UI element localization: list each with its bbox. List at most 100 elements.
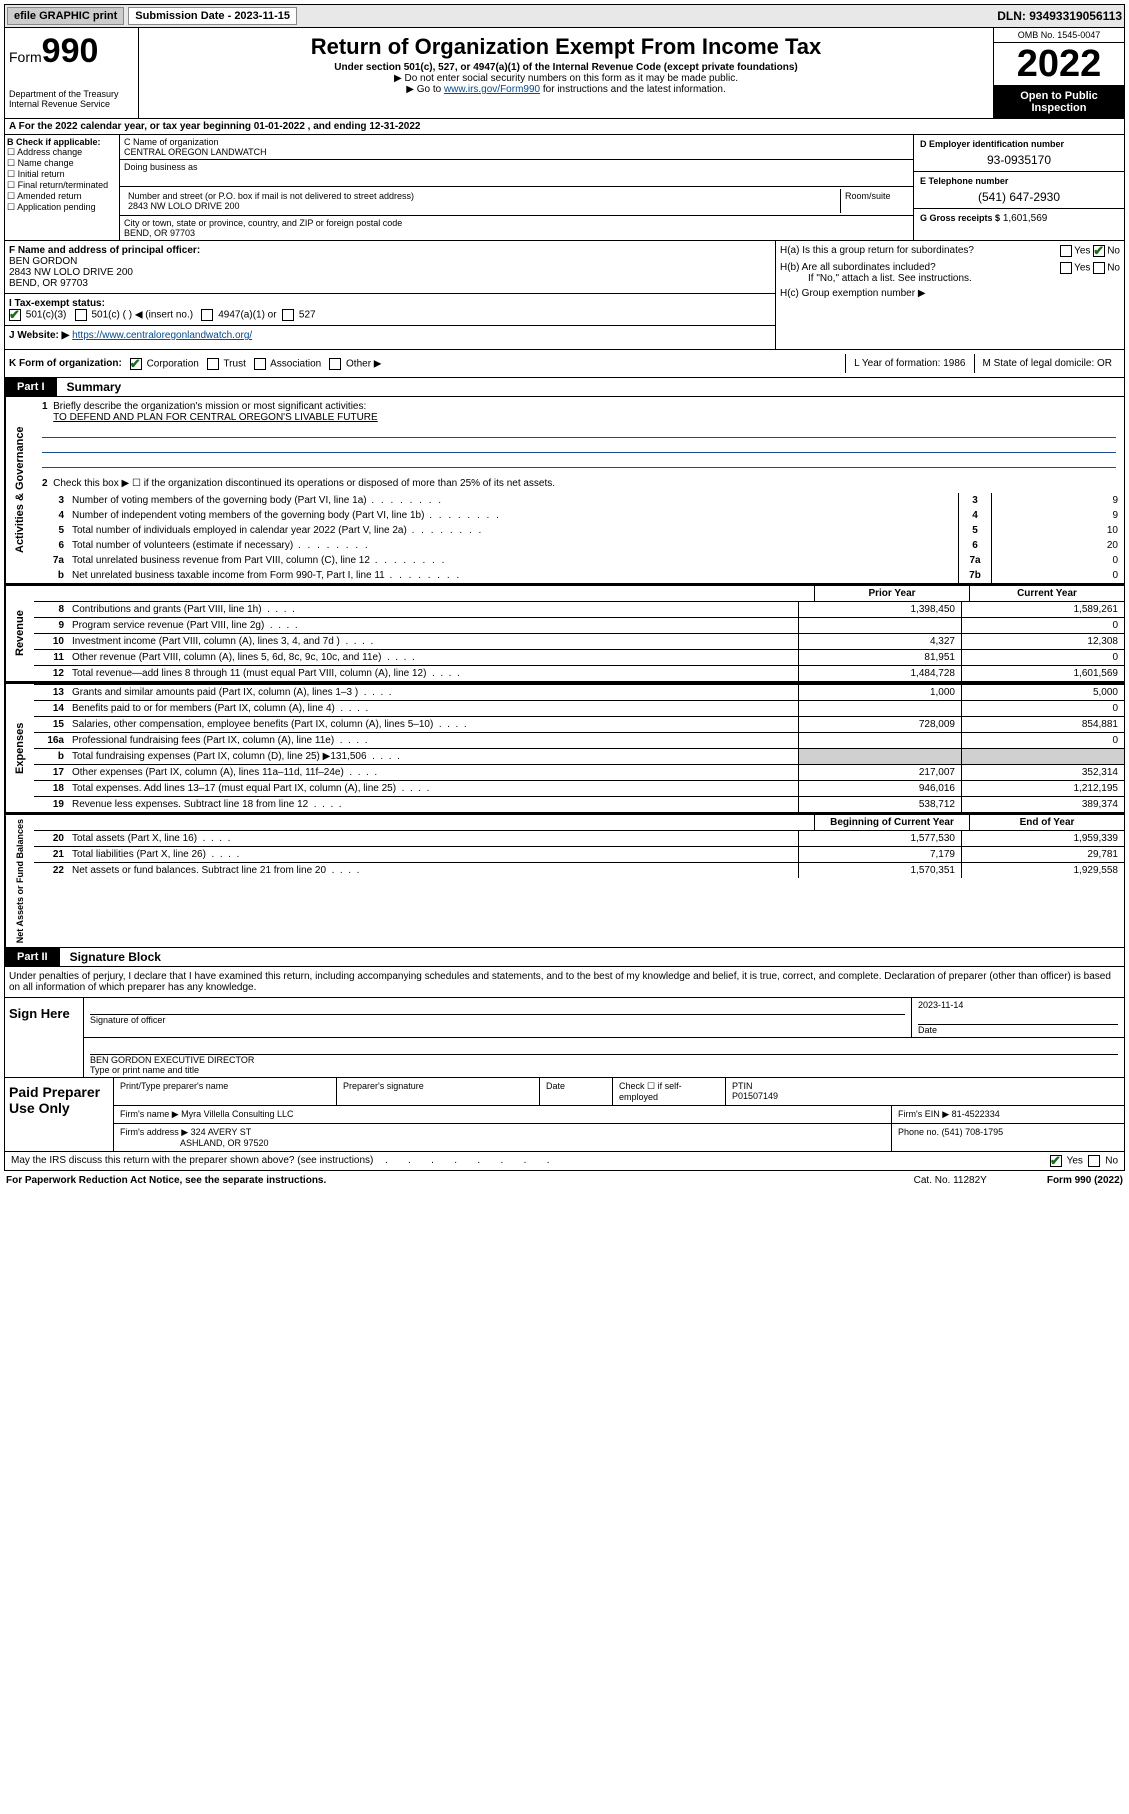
- firm-addr-cell: Firm's address ▶ 324 AVERY ST ASHLAND, O…: [114, 1124, 892, 1151]
- cb-name-change[interactable]: ☐ Name change: [7, 158, 117, 169]
- cb-amended-return[interactable]: ☐ Amended return: [7, 191, 117, 202]
- table-row: 8Contributions and grants (Part VIII, li…: [34, 601, 1124, 617]
- gross-label: G Gross receipts $: [920, 213, 1000, 223]
- tax-exempt-label: I Tax-exempt status:: [9, 298, 105, 309]
- vlabel-net-assets: Net Assets or Fund Balances: [5, 815, 34, 947]
- preparer-name-hdr: Print/Type preparer's name: [114, 1078, 337, 1105]
- signature-block: Sign Here Signature of officer 2023-11-1…: [4, 998, 1125, 1078]
- col-c: C Name of organization CENTRAL OREGON LA…: [120, 135, 913, 240]
- cb-application-pending[interactable]: ☐ Application pending: [7, 202, 117, 213]
- irs-link[interactable]: www.irs.gov/Form990: [444, 84, 540, 95]
- row-k: K Form of organization: Corporation Trus…: [4, 350, 1125, 378]
- mission-label: Briefly describe the organization's miss…: [53, 401, 366, 412]
- ssn-note: ▶ Do not enter social security numbers o…: [145, 73, 987, 84]
- ptin-cell: PTINP01507149: [726, 1078, 1124, 1105]
- cb-501c[interactable]: [75, 309, 87, 321]
- cb-ha-no[interactable]: [1093, 245, 1105, 257]
- org-name: CENTRAL OREGON LANDWATCH: [124, 147, 909, 157]
- form-title: Return of Organization Exempt From Incom…: [145, 34, 987, 60]
- cat-number: Cat. No. 11282Y: [914, 1175, 987, 1186]
- officer-addr2: BEND, OR 97703: [9, 278, 771, 289]
- officer-name: BEN GORDON: [9, 256, 771, 267]
- cb-association[interactable]: [254, 358, 266, 370]
- omb-number: OMB No. 1545-0047: [994, 28, 1124, 43]
- ptin-value: P01507149: [732, 1091, 778, 1101]
- firm-addr1: 324 AVERY ST: [191, 1127, 252, 1137]
- addr-label: Number and street (or P.O. box if mail i…: [128, 191, 836, 201]
- self-employed-cell: Check ☐ if self-employed: [613, 1078, 726, 1105]
- gov-line: 7aTotal unrelated business revenue from …: [34, 553, 1124, 568]
- gov-line: 4Number of independent voting members of…: [34, 508, 1124, 523]
- footer-row: For Paperwork Reduction Act Notice, see …: [4, 1171, 1125, 1190]
- table-row: 9Program service revenue (Part VIII, lin…: [34, 617, 1124, 633]
- efile-print-button[interactable]: efile GRAPHIC print: [7, 7, 124, 25]
- paperwork-notice: For Paperwork Reduction Act Notice, see …: [6, 1175, 326, 1186]
- preparer-date-hdr: Date: [540, 1078, 613, 1105]
- cb-final-return[interactable]: ☐ Final return/terminated: [7, 180, 117, 191]
- submission-date: Submission Date - 2023-11-15: [128, 7, 297, 25]
- goto-note: ▶ Go to www.irs.gov/Form990 for instruct…: [145, 84, 987, 95]
- table-row: 20Total assets (Part X, line 16) . . . .…: [34, 830, 1124, 846]
- cb-corporation[interactable]: [130, 358, 142, 370]
- cb-hb-yes[interactable]: [1060, 262, 1072, 274]
- table-row: 22Net assets or fund balances. Subtract …: [34, 862, 1124, 878]
- sign-here-label: Sign Here: [5, 998, 84, 1077]
- top-bar: efile GRAPHIC print Submission Date - 20…: [4, 4, 1125, 28]
- officer-label: F Name and address of principal officer:: [9, 245, 771, 256]
- ein-label: D Employer identification number: [920, 139, 1118, 149]
- cb-4947[interactable]: [201, 309, 213, 321]
- officer-addr1: 2843 NW LOLO DRIVE 200: [9, 267, 771, 278]
- hdr-current-year: Current Year: [969, 586, 1124, 601]
- cb-hb-no[interactable]: [1093, 262, 1105, 274]
- table-row: 14Benefits paid to or for members (Part …: [34, 700, 1124, 716]
- section-expenses: Expenses 13Grants and similar amounts pa…: [4, 682, 1125, 813]
- gov-line: bNet unrelated business taxable income f…: [34, 568, 1124, 583]
- form-number: 990: [42, 32, 99, 70]
- irs-discuss-question: May the IRS discuss this return with the…: [11, 1155, 373, 1167]
- cb-initial-return[interactable]: ☐ Initial return: [7, 169, 117, 180]
- cb-trust[interactable]: [207, 358, 219, 370]
- col-d-e-g: D Employer identification number 93-0935…: [913, 135, 1124, 240]
- form-label: Form: [9, 49, 42, 65]
- dln: DLN: 93493319056113: [997, 9, 1122, 23]
- gov-line: 5Total number of individuals employed in…: [34, 523, 1124, 538]
- cb-address-change[interactable]: ☐ Address change: [7, 147, 117, 158]
- table-row: 12Total revenue—add lines 8 through 11 (…: [34, 665, 1124, 681]
- room-suite-label: Room/suite: [841, 189, 909, 213]
- part1-tag: Part I: [5, 378, 57, 396]
- cb-527[interactable]: [282, 309, 294, 321]
- dept-treasury: Department of the Treasury: [9, 89, 134, 99]
- table-row: 18Total expenses. Add lines 13–17 (must …: [34, 780, 1124, 796]
- cb-other[interactable]: [329, 358, 341, 370]
- block-fh: F Name and address of principal officer:…: [4, 241, 1125, 350]
- firm-ein: 81-4522334: [952, 1109, 1000, 1119]
- cb-ha-yes[interactable]: [1060, 245, 1072, 257]
- table-row: 17Other expenses (Part IX, column (A), l…: [34, 764, 1124, 780]
- gross-receipts: 1,601,569: [1003, 213, 1048, 224]
- signature-date-cell: 2023-11-14 Date: [912, 998, 1124, 1037]
- firm-ein-cell: Firm's EIN ▶ 81-4522334: [892, 1106, 1124, 1123]
- col-b-header: B Check if applicable:: [7, 137, 117, 147]
- hdr-prior-year: Prior Year: [814, 586, 969, 601]
- part2-tag: Part II: [5, 948, 60, 966]
- website-label: J Website: ▶: [9, 330, 69, 341]
- street-address: 2843 NW LOLO DRIVE 200: [128, 201, 836, 211]
- cb-discuss-yes[interactable]: [1050, 1155, 1062, 1167]
- firm-name: Myra Villella Consulting LLC: [181, 1109, 293, 1119]
- form-org-label: K Form of organization:: [9, 358, 122, 369]
- signature-date: 2023-11-14: [918, 1000, 963, 1010]
- hb-subordinates: H(b) Are all subordinates included? Yes …: [780, 262, 1120, 273]
- section-net-assets: Net Assets or Fund Balances Beginning of…: [4, 813, 1125, 948]
- firm-name-cell: Firm's name ▶ Myra Villella Consulting L…: [114, 1106, 892, 1123]
- block-bcde: B Check if applicable: ☐ Address change …: [4, 135, 1125, 241]
- cb-501c3[interactable]: [9, 309, 21, 321]
- vlabel-revenue: Revenue: [5, 586, 34, 681]
- section-revenue: Revenue Prior Year Current Year 8Contrib…: [4, 584, 1125, 682]
- table-row: 11Other revenue (Part VIII, column (A), …: [34, 649, 1124, 665]
- paid-preparer-label: Paid Preparer Use Only: [5, 1078, 114, 1151]
- col-h: H(a) Is this a group return for subordin…: [775, 241, 1124, 349]
- website-link[interactable]: https://www.centraloregonlandwatch.org/: [72, 330, 252, 341]
- irs-label: Internal Revenue Service: [9, 99, 134, 109]
- org-name-label: C Name of organization: [124, 137, 909, 147]
- cb-discuss-no[interactable]: [1088, 1155, 1100, 1167]
